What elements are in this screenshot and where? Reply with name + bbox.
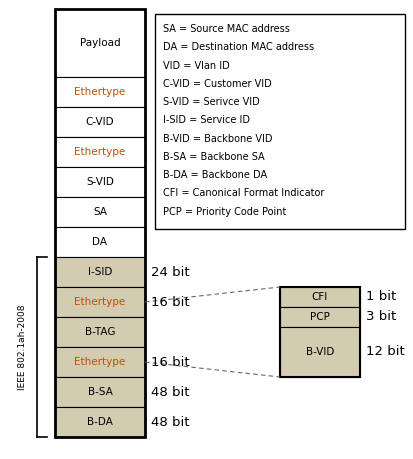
Text: I-SID = Service ID: I-SID = Service ID <box>163 115 249 125</box>
Text: Ethertype: Ethertype <box>74 357 125 367</box>
Text: CFI: CFI <box>311 292 328 302</box>
Text: C-VID = Customer VID: C-VID = Customer VID <box>163 79 271 89</box>
Bar <box>279 307 359 327</box>
Text: DA: DA <box>92 237 107 247</box>
Text: B-VID = Backbone VID: B-VID = Backbone VID <box>163 134 272 144</box>
Text: Ethertype: Ethertype <box>74 147 125 157</box>
Text: SA = Source MAC address: SA = Source MAC address <box>163 24 289 34</box>
Bar <box>55 197 145 227</box>
Bar <box>279 287 359 377</box>
Text: B-DA = Backbone DA: B-DA = Backbone DA <box>163 170 266 180</box>
Bar <box>55 347 145 377</box>
Text: S-VID: S-VID <box>86 177 114 187</box>
Text: IEEE 802.1ah-2008: IEEE 802.1ah-2008 <box>19 304 27 390</box>
Bar <box>55 257 145 287</box>
Text: B-SA: B-SA <box>88 387 112 397</box>
Bar <box>55 107 145 137</box>
Text: Ethertype: Ethertype <box>74 87 125 97</box>
Bar <box>279 327 359 377</box>
Bar <box>55 377 145 407</box>
Text: B-SA = Backbone SA: B-SA = Backbone SA <box>163 152 264 162</box>
Bar <box>55 9 145 77</box>
Bar <box>55 227 145 257</box>
Text: 16 bit: 16 bit <box>151 296 189 308</box>
Bar <box>55 407 145 437</box>
Text: 24 bit: 24 bit <box>151 265 189 279</box>
Text: DA = Destination MAC address: DA = Destination MAC address <box>163 42 313 52</box>
Text: SA: SA <box>93 207 107 217</box>
Text: PCP = Priority Code Point: PCP = Priority Code Point <box>163 207 286 217</box>
Text: 48 bit: 48 bit <box>151 415 189 429</box>
Text: 16 bit: 16 bit <box>151 356 189 369</box>
Text: CFI = Canonical Format Indicator: CFI = Canonical Format Indicator <box>163 189 324 198</box>
Bar <box>55 77 145 107</box>
Bar <box>55 287 145 317</box>
Text: B-TAG: B-TAG <box>85 327 115 337</box>
Text: Ethertype: Ethertype <box>74 297 125 307</box>
Bar <box>55 9 145 437</box>
Text: PCP: PCP <box>309 312 329 322</box>
Bar <box>279 287 359 307</box>
Text: I-SID: I-SID <box>88 267 112 277</box>
Bar <box>55 317 145 347</box>
Text: Payload: Payload <box>79 38 120 48</box>
Text: B-VID: B-VID <box>305 347 333 357</box>
Text: S-VID = Serivce VID: S-VID = Serivce VID <box>163 97 259 107</box>
Text: B-DA: B-DA <box>87 417 113 427</box>
Text: VID = Vlan ID: VID = Vlan ID <box>163 61 229 71</box>
Text: C-VID: C-VID <box>85 117 114 127</box>
Bar <box>154 14 404 229</box>
Bar <box>55 167 145 197</box>
Bar <box>55 137 145 167</box>
Text: 12 bit: 12 bit <box>365 345 404 358</box>
Text: 1 bit: 1 bit <box>365 291 395 303</box>
Text: 3 bit: 3 bit <box>365 310 395 323</box>
Text: 48 bit: 48 bit <box>151 386 189 398</box>
